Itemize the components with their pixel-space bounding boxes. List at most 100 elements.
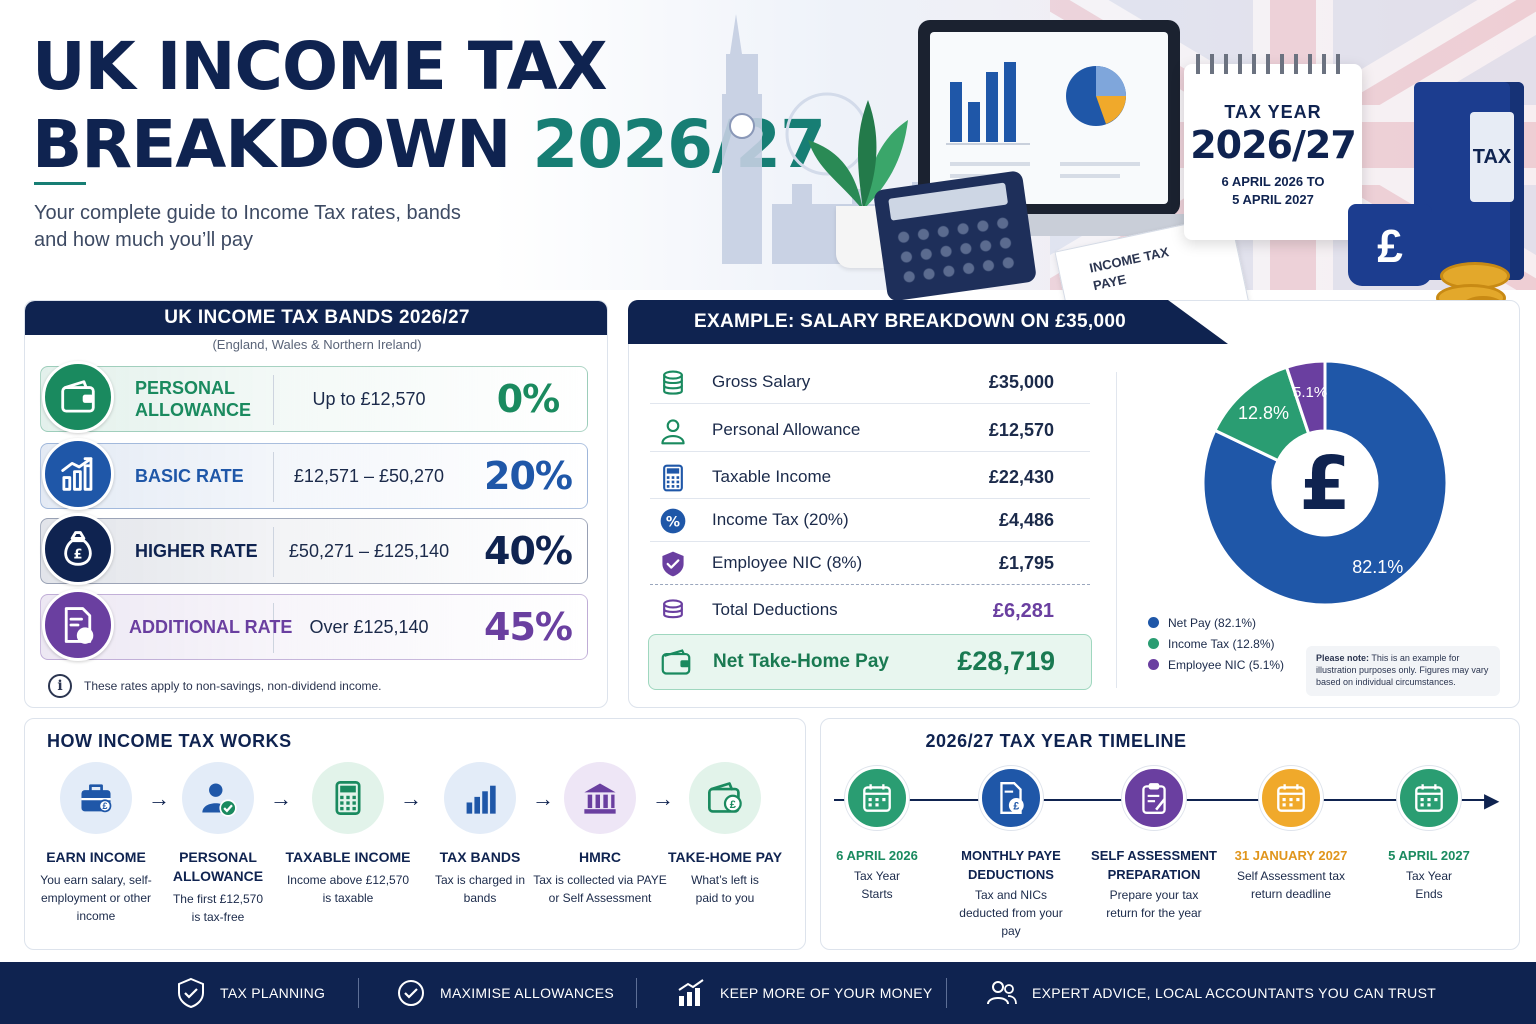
band-rate: 40%	[484, 529, 573, 573]
footer-item-expert-advice: EXPERT ADVICE, LOCAL ACCOUNTANTS YOU CAN…	[986, 962, 1436, 1024]
salary-row-label: Taxable Income	[712, 467, 832, 486]
how-income-tax-works-panel	[24, 718, 806, 950]
band-range: Over £125,140	[309, 617, 429, 637]
title-line-2: BREAKDOWN 2026/27	[32, 106, 826, 184]
donut-slice-label: 12.8%	[1238, 403, 1289, 423]
title-breakdown: BREAKDOWN	[32, 106, 511, 183]
timeline-arrow-icon: ▶	[1484, 790, 1500, 812]
legend-swatch	[1148, 659, 1159, 670]
band-name: PERSONAL ALLOWANCE	[135, 377, 251, 421]
how-step: £ TAKE-HOME PAY What’s left is paid to you	[655, 762, 795, 907]
svg-text:%: %	[666, 514, 680, 530]
wallet-pound-icon: £	[689, 762, 761, 834]
title-line-1: UK INCOME TAX	[32, 28, 608, 105]
band-range: £50,271 – £125,140	[288, 541, 450, 561]
timeline-item-description: Prepare your tax return for the year	[1106, 888, 1202, 920]
step-description: Income above £12,570 is taxable	[286, 873, 410, 905]
donut-svg: 82.1% 12.8%5.1% £	[1201, 359, 1449, 607]
money-bag-icon: £	[42, 513, 114, 585]
growth-chart-icon	[678, 979, 704, 1006]
svg-text:£: £	[73, 547, 82, 562]
tax-bands-title: UK INCOME TAX BANDS 2026/27	[25, 301, 607, 335]
salary-donut-chart: 82.1% 12.8% 5.1% £	[1180, 359, 1470, 607]
disclaimer-bold: Please note:	[1316, 653, 1370, 663]
timeline-item-title: MONTHLY PAYE DEDUCTIONS	[961, 848, 1061, 882]
step-title: TAXABLE INCOME	[285, 849, 411, 865]
timeline-item: 5 APRIL 2027 Tax Year Ends	[1354, 766, 1504, 903]
binder-label: TAX	[1470, 112, 1514, 202]
shield-check-icon	[658, 549, 688, 579]
band-name-line-1: ADDITIONAL RATE	[129, 617, 293, 637]
salary-row-value: £22,430	[988, 467, 1054, 487]
document-percent-icon: %	[42, 589, 114, 661]
donut-slice-label: 82.1%	[1352, 557, 1403, 577]
net-take-home-label: Net Take-Home Pay	[713, 651, 889, 672]
band-name: ADDITIONAL RATE	[129, 616, 292, 638]
svg-text:%: %	[79, 629, 91, 643]
arrow-right-icon: →	[270, 786, 292, 811]
svg-text:£: £	[1013, 801, 1019, 813]
salary-row-label: Personal Allowance	[712, 420, 861, 439]
band-name-line-1: PERSONAL	[135, 378, 236, 398]
legend-label: Income Tax (12.8%)	[1168, 636, 1275, 651]
how-step: £ EARN INCOME You earn salary, self-employ…	[26, 762, 166, 925]
pound-mug-illustration: £	[1348, 204, 1432, 286]
step-description: Tax is collected via PAYE or Self Assess…	[533, 873, 667, 905]
timeline-item: 31 JANUARY 2027 Self Assessment tax retur…	[1216, 766, 1366, 903]
coin-stack-icon	[658, 596, 688, 626]
step-title: TAX BANDS	[439, 849, 521, 865]
net-take-home-value: £28,719	[957, 646, 1055, 676]
footer-label-expert-advice: EXPERT ADVICE, LOCAL ACCOUNTANTS YOU CAN…	[1032, 985, 1437, 1001]
band-divider	[273, 527, 274, 577]
band-divider	[273, 603, 274, 653]
step-description: Tax is charged in bands	[434, 873, 526, 905]
step-title: HMRC	[579, 849, 621, 865]
timeline-item-title: 6 APRIL 2026	[836, 848, 918, 863]
salary-row-label: Total Deductions	[712, 600, 838, 619]
tax-band-row: ADDITIONAL RATE Over £125,140 45%	[40, 594, 588, 660]
salary-row-value: £6,281	[992, 600, 1054, 622]
legend-swatch	[1148, 617, 1159, 628]
salary-row: Total Deductions £6,281	[650, 588, 1090, 632]
how-section-title: HOW INCOME TAX WORKS	[47, 731, 292, 751]
salary-example-title: EXAMPLE: SALARY BREAKDOWN ON £35,000	[628, 300, 1228, 344]
step-description: You earn salary, self-employment or othe…	[40, 873, 152, 923]
band-name-line-2: ALLOWANCE	[135, 400, 251, 420]
legend-item: Net Pay (82.1%)	[1148, 612, 1284, 633]
percent-icon: %	[658, 506, 688, 536]
calendar-icon	[845, 766, 909, 830]
band-name: HIGHER RATE	[135, 540, 258, 562]
wallet-icon	[661, 647, 691, 677]
footer-item-tax-planning: TAX PLANNING	[176, 962, 325, 1024]
how-step: TAXABLE INCOME Income above £12,570 is ta…	[278, 762, 418, 907]
calendar-icon	[1397, 766, 1461, 830]
timeline-item-title: 31 JANUARY 2027	[1234, 848, 1348, 863]
legend-label: Employee NIC (5.1%)	[1168, 657, 1285, 672]
legend-swatch	[1148, 638, 1159, 649]
footer-label-tax-planning: TAX PLANNING	[220, 985, 326, 1001]
tax-bands-subtitle: (England, Wales & Northern Ireland)	[212, 337, 422, 352]
band-divider	[273, 375, 274, 425]
calendar-range-start: 6 APRIL 2026 TO	[1221, 174, 1325, 189]
salary-row-value: £4,486	[998, 510, 1054, 530]
tax-band-row: BASIC RATE £12,571 – £50,270 20%	[40, 443, 588, 509]
band-range: £12,571 – £50,270	[293, 466, 445, 486]
example-disclaimer: Please note: This is an example for illu…	[1306, 646, 1500, 696]
salary-row-value: £1,795	[998, 553, 1054, 573]
salary-row-label: Gross Salary	[712, 372, 811, 391]
salary-row: Personal Allowance £12,570	[650, 408, 1090, 452]
band-name-line-1: HIGHER RATE	[135, 541, 258, 561]
salary-row: Employee NIC (8%) £1,795	[650, 541, 1090, 585]
bank-icon	[564, 762, 636, 834]
person-icon	[658, 416, 688, 446]
legend-label: Net Pay (82.1%)	[1168, 615, 1257, 630]
people-icon	[987, 981, 1017, 1005]
laptop-screen	[930, 32, 1168, 204]
calendar-range-end: 5 APRIL 2027	[1232, 192, 1314, 207]
tax-year-timeline-panel	[820, 718, 1520, 950]
info-icon: i	[48, 674, 72, 698]
calculator-icon	[312, 762, 384, 834]
donut-slice-label: 5.1%	[1293, 384, 1327, 401]
calculator-icon	[658, 463, 688, 493]
donut-slice	[1284, 359, 1327, 436]
